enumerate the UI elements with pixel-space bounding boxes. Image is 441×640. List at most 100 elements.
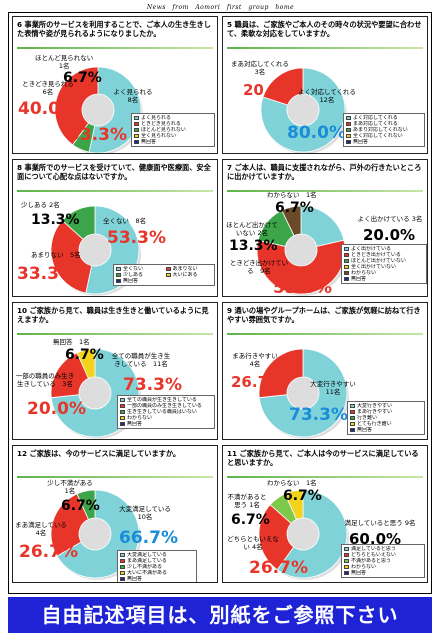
pie-chart — [256, 205, 347, 296]
legend-label: 無回答 — [357, 427, 373, 433]
legend-label: よく見られる — [141, 115, 172, 121]
title-underline — [17, 47, 213, 49]
legend-label: ほとんど見られない — [141, 127, 186, 133]
chart-legend: 大変満足している まあ満足している 少し不満がある 大いに不満がある 無回答 — [117, 550, 197, 582]
chart-panel-q7: 7 ご本人は、職員に支援されながら、戸外の行きたいところに出かけていますか。 わ… — [222, 159, 428, 297]
legend-item: どちらともいえない — [344, 552, 422, 558]
legend-swatch — [120, 398, 125, 402]
slice-percent: 20.0% — [363, 226, 416, 244]
slice-percent: 6.7% — [231, 512, 270, 528]
slice-label: 一部の職員のみ生き生きしている 3名 — [15, 372, 75, 388]
legend-item: ときどき見られる — [134, 121, 212, 127]
question-title: 9 通いの場やグループホームは、ご家族が気軽に訪ねて行きやすい雰囲気ですか。 — [227, 306, 421, 324]
legend-swatch — [346, 116, 351, 120]
legend-item: わからない — [120, 415, 212, 421]
pie-slice — [76, 489, 96, 520]
legend-swatch — [350, 428, 355, 432]
slice-label: ときどき出かけている 9名 — [229, 259, 289, 275]
chart-legend: 全ての職員が生き生きしている 一部の職員のみ生き生きしている 生き生きしている職員は… — [117, 395, 215, 429]
legend-swatch — [120, 553, 125, 557]
legend-item: 全く出かけていない — [344, 264, 424, 270]
title-underline — [17, 476, 213, 478]
legend-item: 行き難い — [350, 415, 422, 421]
slice-percent: 6.7% — [61, 498, 100, 514]
title-underline — [227, 47, 423, 49]
chart-legend: よく対応してくれる まあ対応してくれる あまり対応してくれない 全く対応してくれない無… — [343, 113, 425, 147]
pie-slice — [276, 489, 348, 579]
legend-label: よく出かけている — [351, 246, 392, 252]
pie-slice — [262, 67, 304, 106]
legend-label: 全くない — [123, 266, 144, 272]
legend-swatch — [344, 253, 349, 257]
legend-swatch — [344, 553, 349, 557]
newsletter-header: News from Aomori first group home — [146, 4, 295, 11]
chart-panel-q6: 6 事業所のサービスを利用することで、ご本人の生き生きした表情や姿が見られるよう… — [12, 16, 218, 154]
legend-item: 少し不満がある — [120, 564, 194, 570]
legend-label: 行き難い — [357, 415, 378, 421]
legend-label: わからない — [127, 415, 153, 421]
slice-label: わからない 1名 — [267, 191, 317, 199]
legend-swatch — [134, 128, 139, 132]
legend-swatch — [120, 410, 125, 414]
legend-item: 無回答 — [134, 139, 212, 145]
legend-label: 大いにある — [172, 272, 198, 278]
legend-swatch — [344, 565, 349, 569]
legend-label: 無回答 — [353, 139, 369, 145]
free-comment-banner: 自由記述項目は、別紙をご参照下さい — [8, 597, 432, 633]
chart-legend: 全くない あまりない 少しある 大いにある 無回答 — [113, 264, 215, 286]
legend-label: 大変行きやすい — [357, 403, 393, 409]
pie-chart — [54, 66, 143, 153]
question-title: 10 ご家族から見て、職員は生き生きと働いているように見えますか。 — [17, 306, 209, 324]
legend-label: 満足していると思う — [351, 546, 396, 552]
legend-item: 全く対応してくれない — [346, 133, 422, 139]
legend-label: 不満があると思う — [351, 558, 392, 564]
slice-label: 大変満足している 10名 — [119, 505, 171, 521]
legend-label: 大変満足している — [127, 552, 167, 558]
slice-percent: 26.7% — [19, 542, 78, 562]
slice-label: 不満があると思う 1名 — [227, 493, 267, 509]
slice-percent: 53.3% — [273, 278, 332, 297]
legend-item: とても行き難い — [350, 421, 422, 427]
legend-item: ほとんど見られない — [134, 127, 212, 133]
pie-slice — [88, 66, 142, 153]
legend-swatch — [344, 547, 349, 551]
legend-swatch — [120, 565, 125, 569]
legend-item: 生き生きしている職員はいない — [120, 409, 212, 415]
legend-label: とても行き難い — [357, 421, 392, 427]
legend-label: あまりない — [172, 266, 198, 272]
legend-item: 無回答 — [350, 427, 422, 433]
question-title: 12 ご家族は、今のサービスに満足していますか。 — [17, 449, 181, 458]
legend-label: ときどき出かけている — [351, 252, 401, 258]
question-title: 5 職員は、ご家族やご本人のその時々の状況や要望に合わせて、柔軟な対応をしていま… — [227, 20, 422, 38]
legend-label: まあ行きやすい — [357, 409, 393, 415]
slice-label: ときどき見られる 6名 — [22, 80, 74, 96]
slice-label: 大変行きやすい 11名 — [310, 380, 356, 396]
slice-percent: 6.7% — [283, 488, 322, 504]
legend-swatch — [120, 559, 125, 563]
legend-label: 無回答 — [351, 276, 367, 282]
legend-label: 無回答 — [141, 139, 157, 145]
legend-label: 全く出かけていない — [351, 264, 397, 270]
legend-item: 大変満足している — [120, 552, 194, 558]
legend-swatch — [346, 122, 351, 126]
legend-item: 満足していると思う — [344, 546, 422, 552]
chart-panel-q11: 11 ご家族から見て、ご本人は今のサービスに満足していると思いますか。 わからな… — [222, 445, 428, 583]
legend-label: ときどき見られる — [141, 121, 181, 127]
legend-item: 大いに不満がある — [120, 570, 194, 576]
legend-item: ときどき出かけている — [344, 252, 424, 258]
question-title: 6 事業所のサービスを利用することで、ご本人の生き生きした表情や姿が見られるよう… — [17, 20, 211, 38]
legend-swatch — [346, 134, 351, 138]
slice-label: よく対応してくれる 12名 — [297, 88, 357, 104]
legend-swatch — [344, 259, 349, 263]
legend-item: 大変行きやすい — [350, 403, 422, 409]
legend-swatch — [350, 410, 355, 414]
pie-slice — [61, 205, 96, 240]
chart-panel-q8: 8 事業所でのサービスを受けていて、健康面や医療面、安全面について心配な点はない… — [12, 159, 218, 297]
slice-percent: 40.0% — [18, 99, 77, 119]
legend-item: 無回答 — [344, 570, 422, 576]
legend-item: よく出かけている — [344, 246, 424, 252]
pie-slice — [54, 66, 99, 146]
pie-chart — [258, 489, 349, 580]
legend-item: 無回答 — [346, 139, 422, 145]
slice-label: ほとんど見られない 1名 — [35, 54, 94, 70]
